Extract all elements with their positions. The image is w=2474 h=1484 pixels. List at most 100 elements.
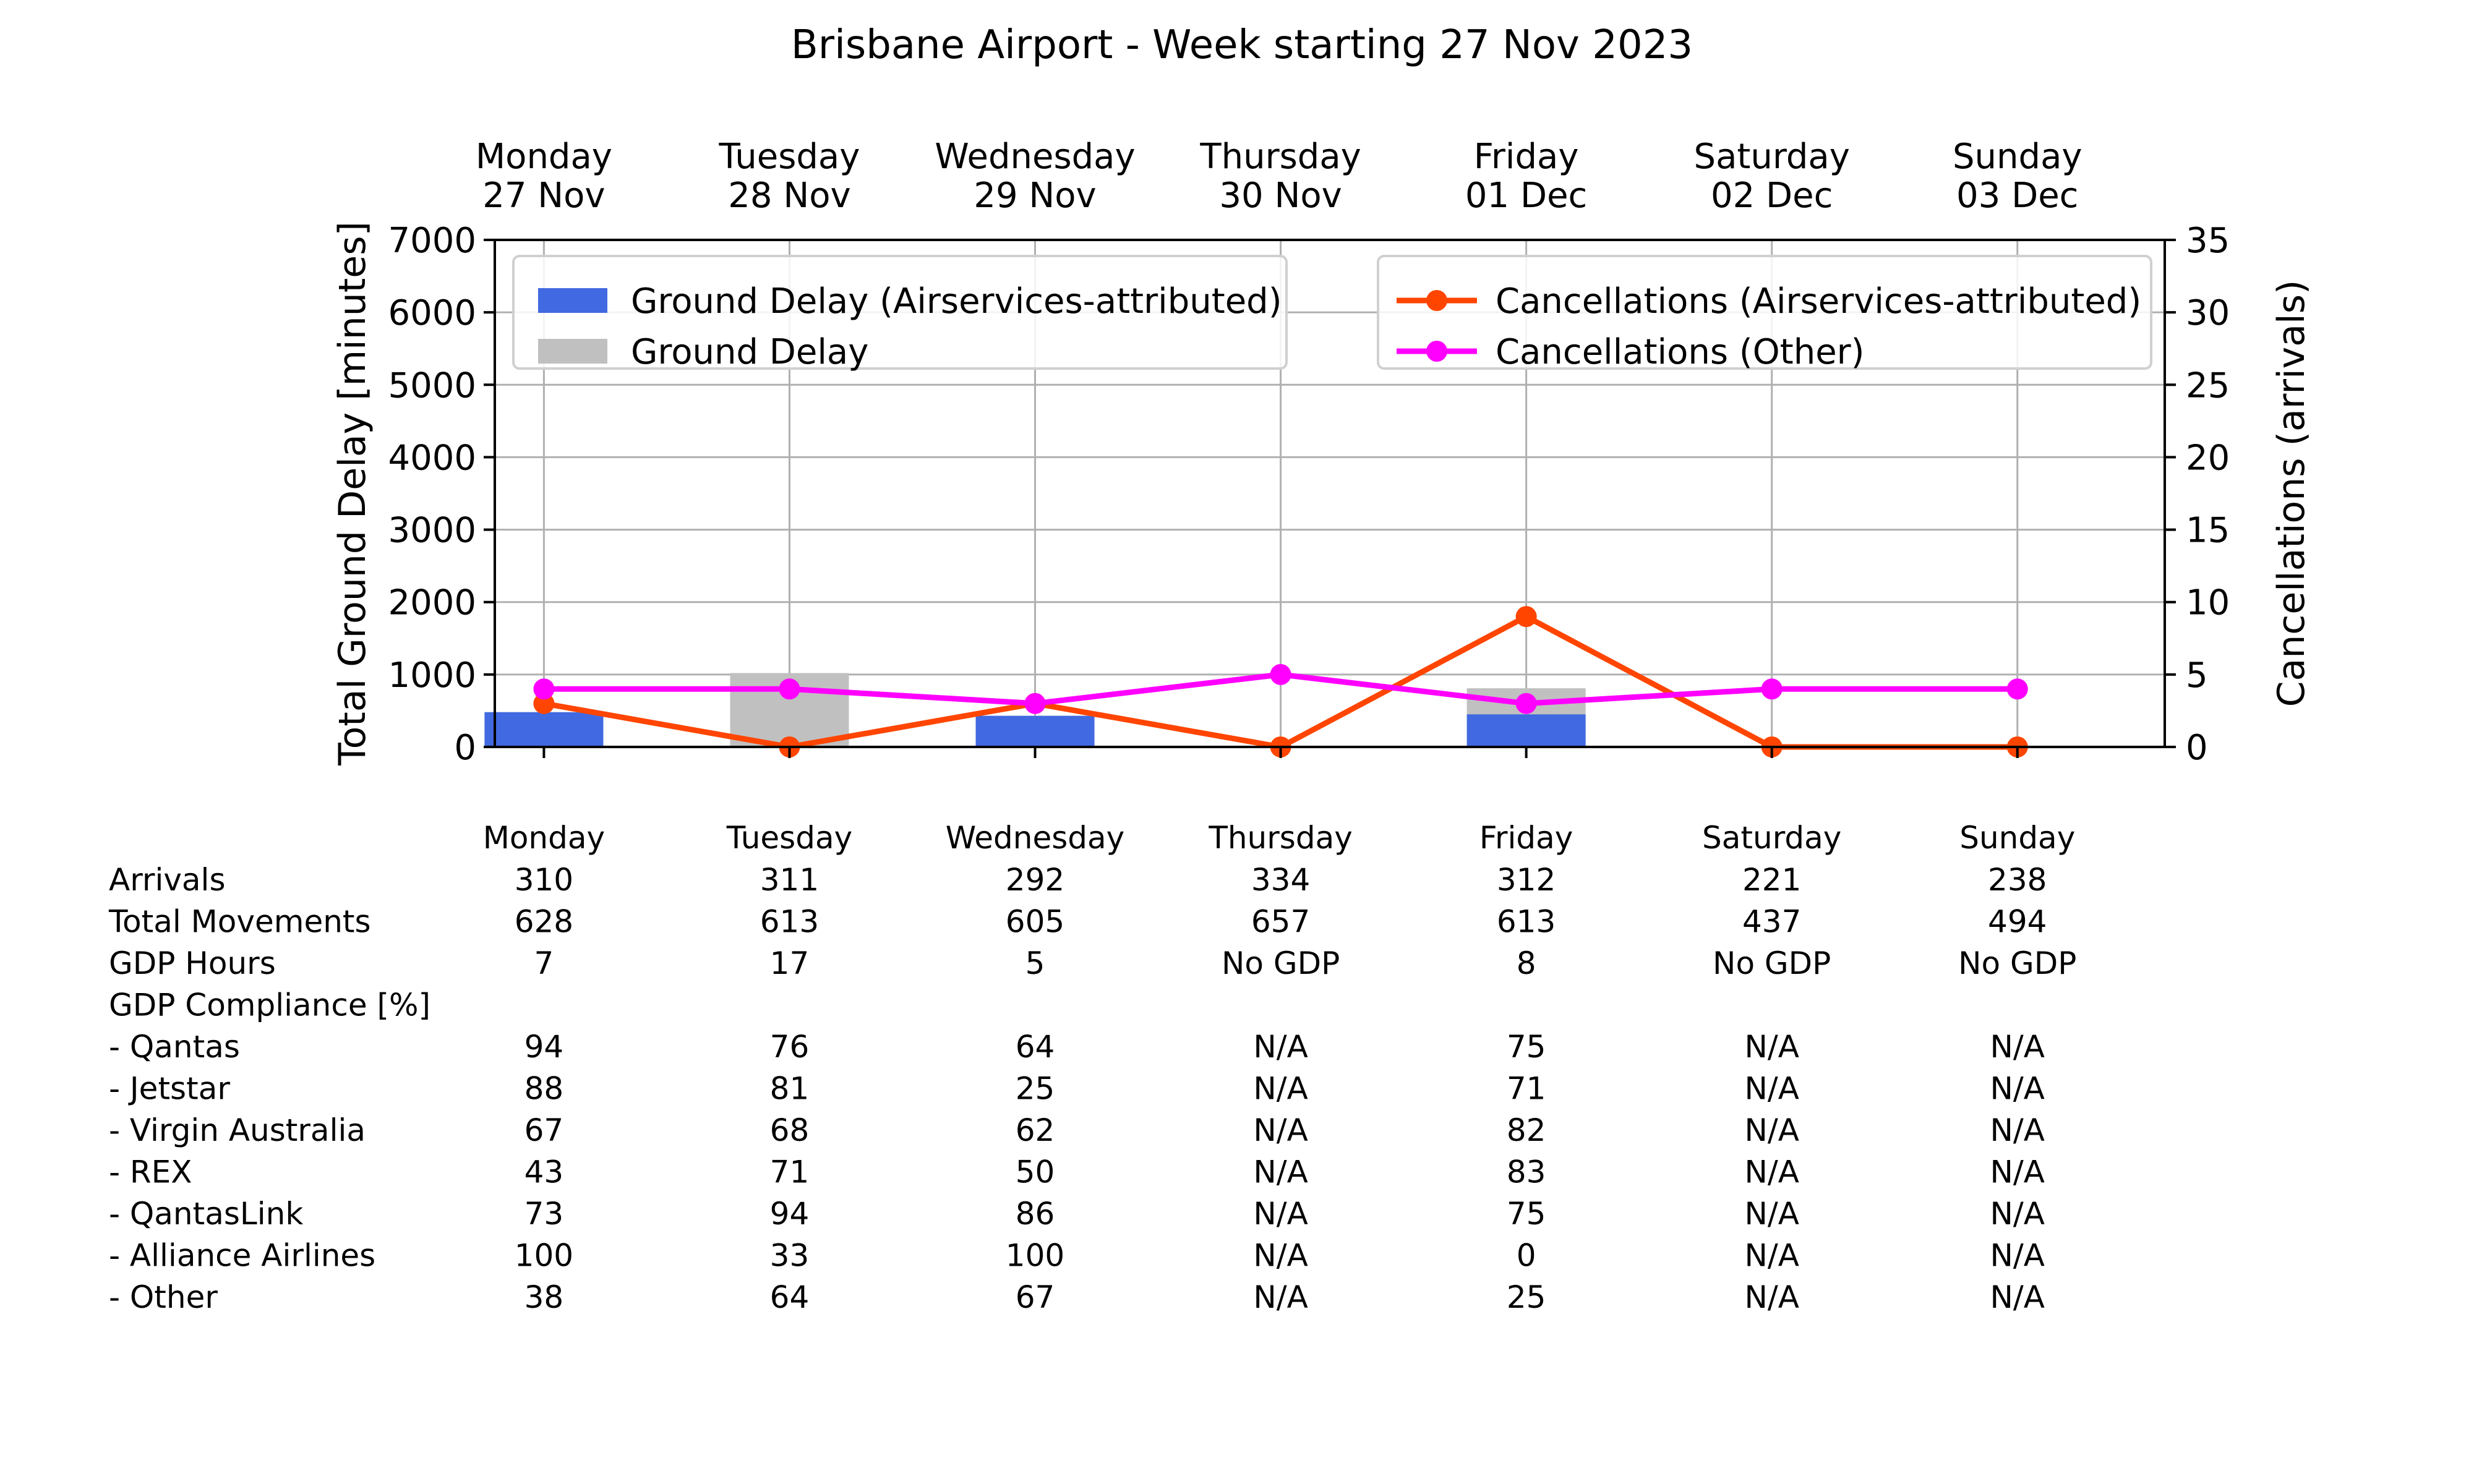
table-row-label: - REX xyxy=(109,1154,192,1190)
legend-swatch xyxy=(538,339,607,364)
y-tick-label: 0 xyxy=(454,728,476,768)
point-cancellations-other--0 xyxy=(533,678,555,700)
table-cell: 437 xyxy=(1742,904,1801,940)
table-cell: 64 xyxy=(1016,1029,1055,1065)
table-row-label: - Qantas xyxy=(109,1029,240,1065)
point-cancellations-other--2 xyxy=(1024,693,1046,714)
point-cancellations-airservices-attributed--4 xyxy=(1515,606,1537,628)
table-cell: N/A xyxy=(1990,1279,2045,1315)
table-cell: 94 xyxy=(524,1029,564,1065)
x-label-day: Sunday xyxy=(1953,137,2082,177)
table-cell: N/A xyxy=(1253,1071,1308,1107)
point-cancellations-other--4 xyxy=(1515,693,1537,714)
table-column-header: Sunday xyxy=(1959,820,2075,856)
axes: 0 1000 2000 3000 4000 5000 6000 7000 0 5 10 15 20 25 3… xyxy=(331,137,2313,768)
table-cell: N/A xyxy=(1744,1154,1799,1190)
table-cell: N/A xyxy=(1253,1279,1308,1315)
y-tick-label: 6000 xyxy=(388,293,476,333)
table-cell: 38 xyxy=(524,1279,564,1315)
table-cell: No GDP xyxy=(1222,945,1340,981)
table-cell: N/A xyxy=(1990,1196,2045,1232)
table-cell: 17 xyxy=(770,945,810,981)
table-row-label: GDP Hours xyxy=(109,945,276,981)
x-label-date: 03 Dec xyxy=(1956,176,2078,216)
table-cell: 100 xyxy=(515,1238,573,1274)
table-row-label: - Other xyxy=(109,1279,218,1315)
bar-ground-delay-airservices-attributed--0 xyxy=(484,712,604,747)
x-label-day: Thursday xyxy=(1199,137,1361,177)
x-label-day: Friday xyxy=(1474,137,1579,177)
table-row-label: - Virgin Australia xyxy=(109,1112,366,1148)
table-cell: N/A xyxy=(1744,1029,1799,1065)
y2-axis-label: Cancellations (arrivals) xyxy=(2270,280,2313,707)
table-cell: 88 xyxy=(524,1071,564,1107)
legend-frame xyxy=(1377,255,2152,370)
x-label-date: 01 Dec xyxy=(1465,176,1587,216)
table-cell: 334 xyxy=(1251,862,1310,898)
table-cell: 75 xyxy=(1507,1196,1546,1232)
y-tick-label: 1000 xyxy=(388,655,476,696)
table-row-label: GDP Compliance [%] xyxy=(109,987,430,1023)
table-row-label: Total Movements xyxy=(108,904,371,940)
chart-title: Brisbane Airport - Week starting 27 Nov … xyxy=(791,22,1693,68)
table-cell: 67 xyxy=(524,1112,564,1148)
x-label-date: 28 Nov xyxy=(728,176,850,216)
table-row-label: - Jetstar xyxy=(109,1071,230,1107)
table-cell: 82 xyxy=(1507,1112,1546,1148)
x-label-day: Monday xyxy=(476,137,612,177)
table-cell: N/A xyxy=(1744,1238,1799,1274)
y-tick-label: 3000 xyxy=(388,511,476,551)
y2-tick-label: 25 xyxy=(2186,365,2230,406)
y-tick-label: 4000 xyxy=(388,438,476,478)
table-cell: 73 xyxy=(524,1196,564,1232)
table-column-header: Thursday xyxy=(1208,820,1353,856)
table-column-header: Wednesday xyxy=(946,820,1124,856)
table-cell: 94 xyxy=(770,1196,810,1232)
legend-label: Ground Delay (Airservices-attributed) xyxy=(631,281,1282,322)
x-label-date: 02 Dec xyxy=(1711,176,1833,216)
legend-label: Ground Delay xyxy=(631,332,868,372)
legend-swatch xyxy=(538,288,607,313)
x-label-day: Saturday xyxy=(1694,137,1850,177)
table-cell: 25 xyxy=(1507,1279,1546,1315)
table-cell: 5 xyxy=(1025,945,1045,981)
table-cell: 86 xyxy=(1016,1196,1055,1232)
table-cell: 75 xyxy=(1507,1029,1546,1065)
table-cell: 310 xyxy=(515,862,573,898)
table-row-label: Arrivals xyxy=(109,862,226,898)
legend-label: Cancellations (Airservices-attributed) xyxy=(1496,281,2141,322)
table-cell: N/A xyxy=(1744,1071,1799,1107)
x-label-date: 27 Nov xyxy=(482,176,605,216)
y2-tick-label: 5 xyxy=(2186,655,2208,696)
table-cell: N/A xyxy=(1253,1196,1308,1232)
point-cancellations-other--6 xyxy=(2006,678,2028,700)
table-cell: 25 xyxy=(1016,1071,1055,1107)
table-row-label: - QantasLink xyxy=(109,1196,303,1232)
table-cell: N/A xyxy=(1253,1112,1308,1148)
table-cell: N/A xyxy=(1990,1154,2045,1190)
point-cancellations-other--3 xyxy=(1270,663,1291,685)
x-label-date: 29 Nov xyxy=(974,176,1096,216)
y-axis-label: Total Ground Delay [minutes] xyxy=(331,221,374,766)
y-tick-label: 7000 xyxy=(388,221,476,261)
table-cell: 64 xyxy=(770,1279,810,1315)
x-label-day: Wednesday xyxy=(935,137,1135,177)
y2-tick-label: 15 xyxy=(2186,511,2230,551)
table-cell: N/A xyxy=(1253,1029,1308,1065)
y2-tick-label: 35 xyxy=(2186,221,2230,261)
legend-swatch-marker xyxy=(1426,290,1447,311)
y2-tick-label: 10 xyxy=(2186,583,2230,623)
table-cell: 657 xyxy=(1251,904,1310,940)
y-tick-label: 5000 xyxy=(388,365,476,406)
table-cell: 62 xyxy=(1016,1112,1055,1148)
bar-marks xyxy=(484,673,1586,747)
table-cell: 628 xyxy=(515,904,573,940)
table-cell: 100 xyxy=(1006,1238,1064,1274)
table-cell: 8 xyxy=(1517,945,1536,981)
table-cell: N/A xyxy=(1990,1112,2045,1148)
table-cell: 50 xyxy=(1016,1154,1055,1190)
point-cancellations-airservices-attributed--0 xyxy=(533,693,555,714)
table-cell: 613 xyxy=(1497,904,1556,940)
bar-ground-delay-airservices-attributed--2 xyxy=(975,715,1095,747)
